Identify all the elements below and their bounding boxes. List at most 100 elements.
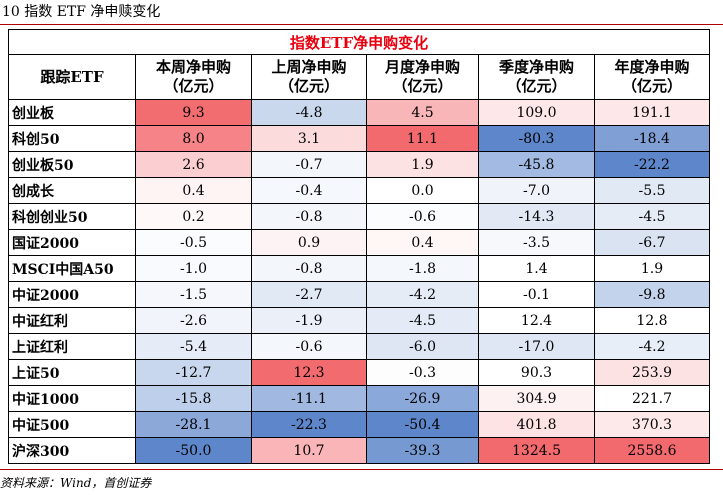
- table-row: 中证1000 -15.8 -11.1 -26.9 304.9 221.7: [8, 385, 710, 412]
- flow-value-cell: -9.8: [594, 281, 710, 308]
- column-header-line1: 本周净申购: [155, 58, 231, 76]
- flow-value-cell: -4.2: [366, 281, 479, 308]
- header-row: 跟踪ETF 本周净申购 （亿元） 上周净申购 （亿元） 月度净申购 （亿元） 季度净申购 （亿元…: [8, 54, 710, 100]
- table-row: 科创50 8.0 3.1 11.1 -80.3 -18.4: [8, 125, 710, 152]
- flow-value-cell: 8.0: [135, 125, 252, 152]
- table-row: 中证500 -28.1 -22.3 -50.4 401.8 370.3: [8, 411, 710, 438]
- flow-value-cell: 191.1: [594, 99, 710, 126]
- flow-value-cell: -80.3: [478, 125, 595, 152]
- table-row: 中证红利 -2.6 -1.9 -4.5 12.4 12.8: [8, 307, 710, 334]
- flow-value-cell: -26.9: [366, 385, 479, 412]
- table-row: 中证2000 -1.5 -2.7 -4.2 -0.1 -9.8: [8, 281, 710, 308]
- bottom-divider: [0, 469, 723, 470]
- flow-value-cell: 1324.5: [478, 437, 595, 464]
- etf-name-cell: 创业板: [8, 99, 136, 126]
- etf-name-cell: 创成长: [8, 177, 136, 204]
- flow-value-cell: -50.4: [366, 411, 479, 438]
- etf-name-cell: 科创50: [8, 125, 136, 152]
- etf-name-cell: 中证500: [8, 411, 136, 438]
- flow-value-cell: 1.9: [366, 151, 479, 178]
- flow-value-cell: 2558.6: [594, 437, 710, 464]
- flow-value-cell: -17.0: [478, 333, 595, 360]
- column-header: 上周净申购 （亿元）: [251, 54, 367, 100]
- column-header-line1: 年度净申购: [614, 58, 690, 76]
- flow-value-cell: -0.6: [366, 203, 479, 230]
- flow-value-cell: -18.4: [594, 125, 710, 152]
- flow-value-cell: -6.7: [594, 229, 710, 256]
- table-body: 创业板 9.3 -4.8 4.5 109.0 191.1 科创50 8.0 3.1 11.1 -80…: [8, 99, 710, 464]
- flow-value-cell: -39.3: [366, 437, 479, 464]
- flow-value-cell: -4.5: [594, 203, 710, 230]
- column-header-line1: 季度净申购: [498, 58, 574, 76]
- column-header-unit: （亿元）: [506, 77, 567, 95]
- flow-value-cell: 12.3: [251, 359, 367, 386]
- flow-value-cell: 0.0: [366, 177, 479, 204]
- flow-value-cell: 11.1: [366, 125, 479, 152]
- flow-value-cell: 304.9: [478, 385, 595, 412]
- flow-value-cell: -2.7: [251, 281, 367, 308]
- column-header: 月度净申购 （亿元）: [366, 54, 479, 100]
- flow-value-cell: 0.2: [135, 203, 252, 230]
- flow-value-cell: -0.5: [135, 229, 252, 256]
- table-row: 创业板50 2.6 -0.7 1.9 -45.8 -22.2: [8, 151, 710, 178]
- flow-value-cell: -1.8: [366, 255, 479, 282]
- column-header: 跟踪ETF: [8, 54, 136, 100]
- flow-value-cell: -7.0: [478, 177, 595, 204]
- flow-value-cell: -22.3: [251, 411, 367, 438]
- flow-value-cell: -0.1: [478, 281, 595, 308]
- etf-name-cell: 沪深300: [8, 437, 136, 464]
- flow-value-cell: 12.8: [594, 307, 710, 334]
- table-row: 上证红利 -5.4 -0.6 -6.0 -17.0 -4.2: [8, 333, 710, 360]
- table-title: 指数ETF净申购变化: [8, 29, 710, 55]
- column-header-unit: （亿元）: [621, 77, 682, 95]
- flow-value-cell: -4.8: [251, 99, 367, 126]
- flow-value-cell: 2.6: [135, 151, 252, 178]
- flow-value-cell: -5.4: [135, 333, 252, 360]
- column-header-unit: （亿元）: [163, 77, 224, 95]
- flow-value-cell: 4.5: [366, 99, 479, 126]
- column-header: 本周净申购 （亿元）: [135, 54, 252, 100]
- table-row: 创成长 0.4 -0.4 0.0 -7.0 -5.5: [8, 177, 710, 204]
- column-header-line1: 月度净申购: [384, 58, 460, 76]
- flow-value-cell: 90.3: [478, 359, 595, 386]
- flow-value-cell: -12.7: [135, 359, 252, 386]
- etf-name-cell: 创业板50: [8, 151, 136, 178]
- column-header-line1: 跟踪ETF: [40, 67, 104, 86]
- flow-value-cell: -1.9: [251, 307, 367, 334]
- flow-value-cell: 1.4: [478, 255, 595, 282]
- etf-name-cell: 中证红利: [8, 307, 136, 334]
- table-row: 上证50 -12.7 12.3 -0.3 90.3 253.9: [8, 359, 710, 386]
- flow-value-cell: 370.3: [594, 411, 710, 438]
- flow-value-cell: -0.8: [251, 203, 367, 230]
- flow-value-cell: -0.4: [251, 177, 367, 204]
- etf-name-cell: 中证2000: [8, 281, 136, 308]
- etf-name-cell: 上证红利: [8, 333, 136, 360]
- flow-value-cell: -11.1: [251, 385, 367, 412]
- column-header-unit: （亿元）: [392, 77, 453, 95]
- flow-value-cell: 1.9: [594, 255, 710, 282]
- flow-value-cell: -0.7: [251, 151, 367, 178]
- source-note: 资料来源：Wind，首创证券: [0, 476, 152, 490]
- flow-value-cell: 253.9: [594, 359, 710, 386]
- table-row: 创业板 9.3 -4.8 4.5 109.0 191.1: [8, 99, 710, 126]
- etf-name-cell: 科创创业50: [8, 203, 136, 230]
- flow-value-cell: -1.5: [135, 281, 252, 308]
- flow-value-cell: 0.4: [366, 229, 479, 256]
- flow-value-cell: -2.6: [135, 307, 252, 334]
- etf-name-cell: 上证50: [8, 359, 136, 386]
- flow-value-cell: 0.9: [251, 229, 367, 256]
- flow-value-cell: -22.2: [594, 151, 710, 178]
- flow-value-cell: -50.0: [135, 437, 252, 464]
- flow-value-cell: 109.0: [478, 99, 595, 126]
- column-header-unit: （亿元）: [278, 77, 339, 95]
- flow-value-cell: -1.0: [135, 255, 252, 282]
- table-row: 沪深300 -50.0 10.7 -39.3 1324.5 2558.6: [8, 437, 710, 464]
- flow-value-cell: -0.6: [251, 333, 367, 360]
- table-row: 国证2000 -0.5 0.9 0.4 -3.5 -6.7: [8, 229, 710, 256]
- column-header-line1: 上周净申购: [271, 58, 347, 76]
- etf-flow-table: 指数ETF净申购变化 跟踪ETF 本周净申购 （亿元） 上周净申购 （亿元） 月度净申购（…: [8, 29, 710, 464]
- top-divider: [0, 24, 723, 25]
- flow-value-cell: 0.4: [135, 177, 252, 204]
- flow-value-cell: 10.7: [251, 437, 367, 464]
- flow-value-cell: -15.8: [135, 385, 252, 412]
